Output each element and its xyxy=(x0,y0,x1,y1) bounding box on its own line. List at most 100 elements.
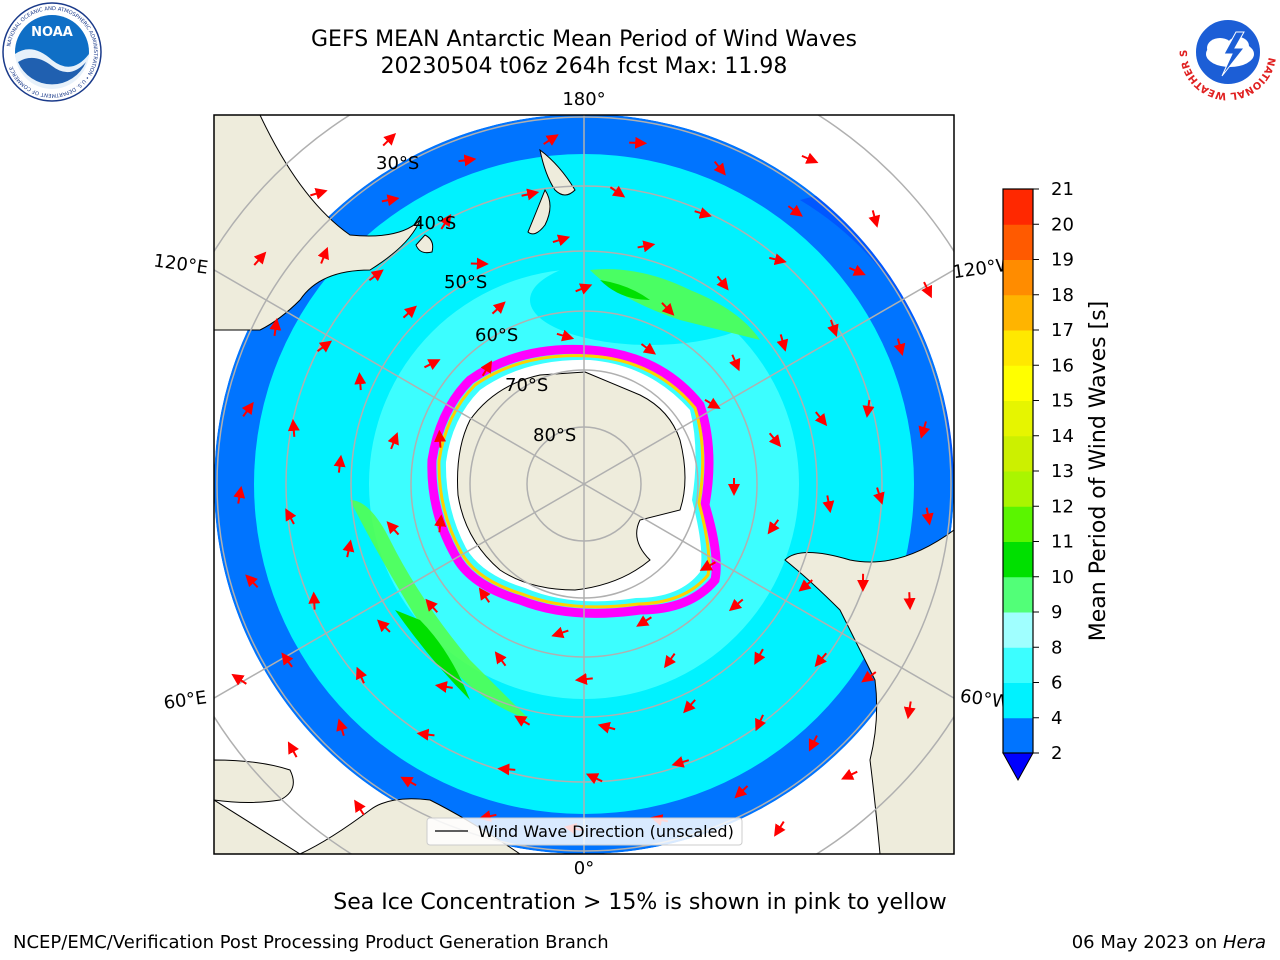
wind-wave-arrow xyxy=(497,763,516,776)
colorbar-segment xyxy=(1003,330,1033,366)
wind-wave-arrow xyxy=(310,187,328,200)
wind-wave-arrow xyxy=(776,334,789,352)
wind-wave-arrow xyxy=(552,234,571,247)
lat-label-80s: 80°S xyxy=(533,425,576,446)
wind-wave-arrow xyxy=(868,210,881,228)
lat-label-60s: 60°S xyxy=(475,325,518,346)
wind-wave-arrow xyxy=(336,718,348,736)
map-legend: Wind Wave Direction (unscaled) xyxy=(426,817,743,846)
colorbar-tick-label: 19 xyxy=(1051,250,1074,271)
colorbar-segment xyxy=(1003,435,1033,472)
wind-wave-arrow xyxy=(514,715,531,727)
wind-wave-arrows xyxy=(231,132,934,837)
wind-wave-arrow xyxy=(704,397,721,409)
sea-ice-note: Sea Ice Concentration > 15% is shown in … xyxy=(333,890,947,915)
wind-wave-arrow xyxy=(574,673,593,685)
colorbar-segment xyxy=(1003,259,1033,296)
lat-label-40s: 40°S xyxy=(413,213,456,234)
colorbar-segment xyxy=(1003,365,1033,401)
map-area xyxy=(214,115,954,854)
wind-wave-arrow xyxy=(387,432,399,450)
wind-wave-arrow xyxy=(342,539,355,558)
madagascar xyxy=(214,759,294,803)
colorbar-segment xyxy=(1003,506,1033,542)
wind-wave-arrow xyxy=(551,626,569,639)
wind-wave-arrow xyxy=(434,514,447,533)
wind-wave-arrow xyxy=(269,318,282,336)
wind-wave-arrow xyxy=(755,714,767,732)
colorbar-tick-label: 8 xyxy=(1051,637,1062,658)
wind-wave-arrow xyxy=(841,768,858,780)
high-period-patch xyxy=(590,269,760,340)
wind-wave-arrow xyxy=(381,194,400,207)
wind-wave-arrow xyxy=(382,132,397,147)
wind-wave-arrow xyxy=(609,185,626,198)
colorbar-tick-label: 2 xyxy=(1051,743,1062,764)
lon-label-60e: 60°E xyxy=(162,687,208,714)
wind-wave-arrow xyxy=(434,681,453,693)
colorbar-segment xyxy=(1003,224,1033,260)
high-period-patch xyxy=(350,500,530,720)
wind-wave-arrow xyxy=(671,756,690,768)
colorbar-tick-label: 4 xyxy=(1051,708,1062,729)
wind-wave-arrow xyxy=(480,360,493,377)
colorbar-tick-label: 18 xyxy=(1051,285,1074,306)
wind-wave-arrow xyxy=(822,495,835,514)
wind-wave-arrow xyxy=(458,154,477,167)
wind-wave-arrow xyxy=(253,251,267,266)
wind-wave-arrow xyxy=(729,598,744,612)
colorbar-tick-label: 17 xyxy=(1051,320,1074,341)
wind-wave-arrow xyxy=(729,354,741,372)
colorbar-segment xyxy=(1003,576,1033,613)
wind-wave-arrow xyxy=(354,799,366,816)
wind-wave-arrow xyxy=(801,152,819,164)
colorbar-segment xyxy=(1003,294,1033,331)
wind-wave-arrow xyxy=(683,699,696,714)
wind-wave-arrow xyxy=(281,652,294,668)
wind-wave-arrow xyxy=(921,507,934,526)
wind-wave-arrow xyxy=(734,785,749,799)
colorbar-tick-label: 12 xyxy=(1051,496,1074,517)
graticule xyxy=(214,115,954,854)
colorbar-tick-label: 13 xyxy=(1051,461,1074,482)
wind-wave-arrow xyxy=(848,264,866,276)
wind-wave-arrow xyxy=(873,487,885,505)
footer-system: Hera xyxy=(1222,932,1266,953)
wind-wave-arrow xyxy=(893,338,906,356)
wind-wave-arrow xyxy=(478,810,497,822)
map-frame xyxy=(213,114,955,855)
sea-ice-edge xyxy=(427,344,721,618)
colorbar-segment xyxy=(1003,189,1033,225)
wind-wave-arrow xyxy=(767,519,780,535)
colorbar-tick-label: 21 xyxy=(1051,179,1074,200)
wind-wave-arrow xyxy=(814,652,828,667)
colorbar-extend-arrow xyxy=(1002,752,1034,782)
colorbar-segment xyxy=(1003,541,1033,578)
footer-date-text: 06 May 2023 on xyxy=(1071,932,1223,953)
wind-wave-arrow xyxy=(814,411,828,427)
wind-wave-arrow xyxy=(402,305,417,319)
colorbar-tick-label: 16 xyxy=(1051,355,1074,376)
wind-wave-arrow xyxy=(640,342,657,355)
wind-wave-arrow xyxy=(921,281,933,299)
wind-wave-arrow xyxy=(787,204,803,217)
noaa-logo-text: NOAA xyxy=(31,25,73,40)
wind-wave-arrow xyxy=(575,283,593,295)
colorbar-segment xyxy=(1003,717,1033,754)
wind-wave-arrow xyxy=(774,821,786,837)
wind-wave-arrow xyxy=(316,340,333,353)
wind-wave-arrow xyxy=(694,207,712,219)
wind-wave-arrow xyxy=(400,776,417,788)
wind-wave-arrow xyxy=(827,319,839,337)
colorbar-tick-label: 9 xyxy=(1051,602,1062,623)
wind-wave-arrow xyxy=(556,329,575,342)
wind-wave-arrow xyxy=(233,485,246,504)
colorbar-segment xyxy=(1003,400,1033,437)
wind-wave-arrow xyxy=(629,136,648,149)
wind-wave-arrow xyxy=(285,508,297,525)
lon-label-180: 180° xyxy=(562,89,605,110)
wind-wave-arrow xyxy=(439,213,452,230)
wind-wave-arrow xyxy=(287,741,299,758)
colorbar-tick-label: 11 xyxy=(1051,532,1074,553)
wind-wave-arrow xyxy=(661,302,675,316)
